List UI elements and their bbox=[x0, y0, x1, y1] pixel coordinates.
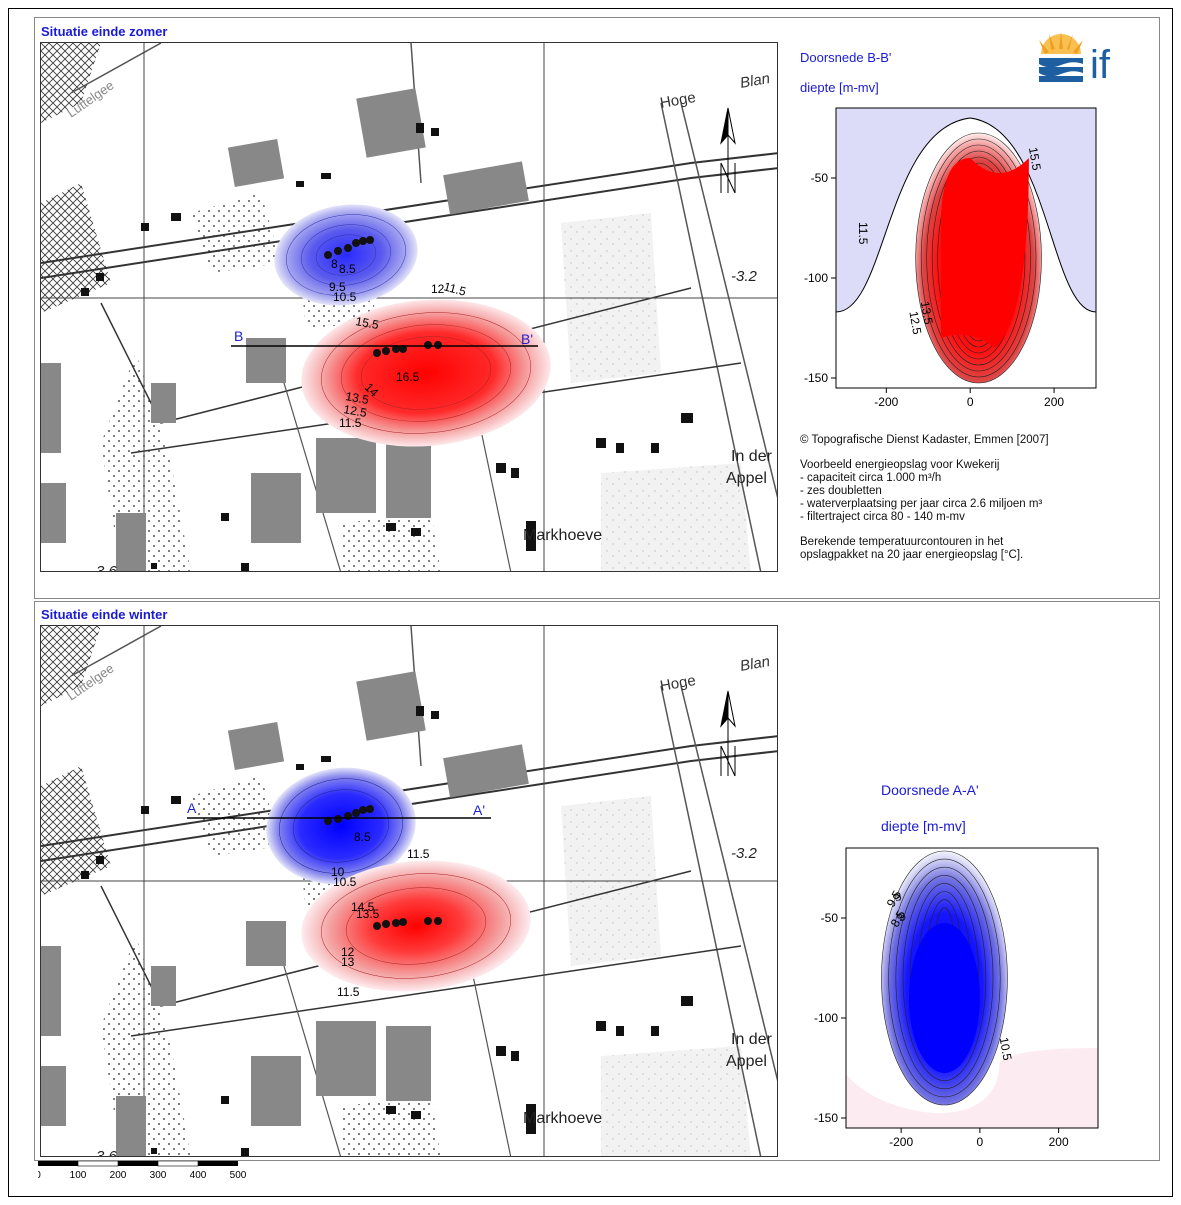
height-label: -3.2 bbox=[731, 845, 758, 862]
section-title-bb: Doorsnede B-B' bbox=[800, 50, 892, 65]
section-end-label: B' bbox=[521, 331, 533, 347]
contour-label: 10 bbox=[331, 865, 345, 879]
cold-contour bbox=[895, 866, 994, 1090]
contour-label: 13.5 bbox=[918, 300, 936, 326]
scale-bar: 0 100 200 300 400 500 bbox=[35, 1160, 268, 1188]
scale-tick-label: 0 bbox=[38, 1170, 41, 1181]
place-label-markhoeve: Markhoeve bbox=[523, 1110, 602, 1127]
x-tick-label: 200 bbox=[1044, 395, 1064, 409]
place-label-in-der: In der bbox=[731, 1031, 773, 1048]
contour-label: 8.5 bbox=[354, 830, 371, 844]
warm-core bbox=[940, 158, 1029, 348]
contour-label: 11.5 bbox=[337, 985, 360, 999]
background-warm-zone bbox=[846, 1048, 1098, 1128]
contour-label: 15.5 bbox=[1026, 146, 1044, 172]
depth-label-aa: diepte [m-mv] bbox=[881, 818, 966, 834]
y-tick-label: -50 bbox=[821, 911, 839, 925]
x-tick-label: -200 bbox=[889, 1135, 913, 1149]
section-start-label: A bbox=[187, 800, 197, 816]
depth-label-bb: diepte [m-mv] bbox=[800, 80, 879, 95]
cold-contour bbox=[888, 858, 1001, 1098]
scale-tick-label: 100 bbox=[70, 1170, 87, 1181]
contour-label: 12.5 bbox=[906, 310, 924, 336]
info-bullet: - waterverplaatsing per jaar circa 2.6 m… bbox=[800, 498, 1043, 510]
section-start-label: B bbox=[234, 328, 243, 344]
section-title-aa: Doorsnede A-A' bbox=[881, 782, 979, 798]
height-label-2: -3.6 bbox=[91, 563, 118, 572]
warm-contour bbox=[926, 144, 1031, 372]
section-chart-bb: 11.5 12.513.5 15.5 -200 0 200 -50 -100 -150 bbox=[804, 107, 1097, 409]
x-tick-label: -200 bbox=[874, 395, 898, 409]
section-end-label: A' bbox=[473, 802, 485, 818]
scale-tick-label: 300 bbox=[150, 1170, 167, 1181]
place-label-appel: Appel bbox=[726, 470, 767, 487]
contour-label: 10.5 bbox=[333, 875, 357, 889]
y-tick-label: -150 bbox=[814, 1111, 838, 1125]
x-tick-label: 0 bbox=[977, 1135, 984, 1149]
warm-contour bbox=[931, 150, 1026, 366]
contour-label: 11.5 bbox=[339, 416, 362, 430]
x-tick-label: 200 bbox=[1049, 1135, 1069, 1149]
contour-label: 12 bbox=[431, 282, 445, 296]
scale-tick-label: 200 bbox=[110, 1170, 127, 1181]
scale-tick-label: 400 bbox=[190, 1170, 207, 1181]
winter-map[interactable]: Hoge Blan Luttelgee -3.2 -3.6 In der App… bbox=[40, 625, 778, 1157]
cold-contour bbox=[902, 875, 987, 1081]
road-label-hoge: Hoge bbox=[659, 672, 697, 695]
wave-logo-icon bbox=[1039, 58, 1083, 82]
logo-text: if bbox=[1090, 43, 1111, 85]
north-arrow bbox=[720, 107, 736, 194]
place-label-appel: Appel bbox=[726, 1053, 767, 1070]
y-tick-label: -150 bbox=[804, 371, 828, 385]
contour-label: 11.5 bbox=[442, 279, 468, 298]
y-tick-label: -100 bbox=[814, 1011, 838, 1025]
cold-core bbox=[909, 923, 980, 1073]
contour-label: 13 bbox=[341, 955, 355, 969]
place-label-markhoeve: Markhoeve bbox=[523, 527, 602, 544]
contour-label: 15.5 bbox=[354, 314, 380, 332]
contour-label: 9.5 bbox=[329, 280, 346, 294]
road-label-hoge: Hoge bbox=[659, 89, 697, 112]
contour-label: 8 bbox=[331, 257, 338, 271]
contour-label: 8.5 bbox=[339, 262, 356, 276]
road-label-blan: Blan bbox=[739, 70, 772, 92]
height-label-2: -3.6 bbox=[91, 1148, 118, 1157]
place-label-in-der: In der bbox=[731, 448, 773, 465]
contour-label: 10.5 bbox=[997, 1036, 1015, 1062]
info-bullet: - zes doubletten bbox=[800, 485, 882, 497]
copyright: © Topografische Dienst Kadaster, Emmen [… bbox=[800, 434, 1049, 446]
page-frame bbox=[8, 8, 1173, 1197]
info-footer: opslagpakket na 20 jaar energieopslag [°… bbox=[800, 549, 1024, 561]
height-label: -3.2 bbox=[731, 268, 758, 285]
contour-label: 16.5 bbox=[396, 370, 420, 384]
info-text: © Topografische Dienst Kadaster, Emmen [… bbox=[800, 434, 1160, 562]
north-arrow bbox=[720, 690, 736, 777]
contour-label: 10.5 bbox=[333, 290, 357, 304]
y-tick-label: -100 bbox=[804, 271, 828, 285]
contour-label: 14.5 bbox=[351, 900, 375, 914]
y-tick-label: -50 bbox=[811, 171, 829, 185]
warm-contour bbox=[920, 138, 1037, 378]
contour-label: 11.5 bbox=[407, 847, 430, 861]
summer-map[interactable]: Hoge Blan Luttelgee -3.2 -3.6 In der App… bbox=[40, 42, 778, 572]
contour-label: 13.5 bbox=[356, 907, 380, 921]
logo: if bbox=[1035, 30, 1145, 87]
info-bullet: - filtertraject circa 80 - 140 m-mv bbox=[800, 511, 965, 523]
info-bullet: - capaciteit circa 1.000 m³/h bbox=[800, 472, 942, 484]
contour-label: 12.5 bbox=[342, 402, 368, 420]
contour-label: 12 bbox=[341, 945, 355, 959]
scale-tick-label: 500 bbox=[230, 1170, 247, 1181]
info-footer: Berekende temperatuurcontouren in het bbox=[800, 536, 1004, 548]
sun-logo-icon bbox=[1039, 32, 1083, 54]
info-heading: Voorbeeld energieopslag voor Kwekerij bbox=[800, 459, 1000, 471]
x-tick-label: 0 bbox=[967, 395, 974, 409]
contour-label: 13.5 bbox=[344, 389, 370, 407]
contour-label: 11.5 bbox=[856, 222, 870, 245]
summer-title: Situatie einde zomer bbox=[41, 24, 168, 39]
winter-title: Situatie einde winter bbox=[41, 607, 168, 622]
road-label-blan: Blan bbox=[739, 653, 772, 675]
